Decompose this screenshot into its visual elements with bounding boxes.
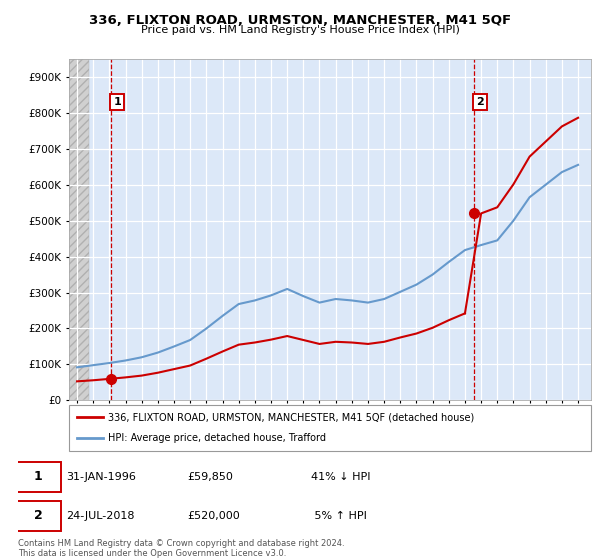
FancyBboxPatch shape [15, 462, 61, 492]
Text: 1: 1 [113, 97, 121, 107]
Text: 1: 1 [34, 470, 43, 483]
Text: Price paid vs. HM Land Registry's House Price Index (HPI): Price paid vs. HM Land Registry's House … [140, 25, 460, 35]
Text: Contains HM Land Registry data © Crown copyright and database right 2024.
This d: Contains HM Land Registry data © Crown c… [18, 539, 344, 558]
Text: £520,000: £520,000 [187, 511, 240, 521]
Text: £59,850: £59,850 [187, 472, 233, 482]
Text: 41% ↓ HPI: 41% ↓ HPI [311, 472, 371, 482]
Text: 2: 2 [476, 97, 484, 107]
Text: 336, FLIXTON ROAD, URMSTON, MANCHESTER, M41 5QF: 336, FLIXTON ROAD, URMSTON, MANCHESTER, … [89, 14, 511, 27]
Bar [69, 59, 89, 400]
Text: 5% ↑ HPI: 5% ↑ HPI [311, 511, 367, 521]
FancyBboxPatch shape [15, 501, 61, 531]
FancyBboxPatch shape [69, 405, 591, 451]
Text: 2: 2 [34, 510, 43, 522]
Text: 336, FLIXTON ROAD, URMSTON, MANCHESTER, M41 5QF (detached house): 336, FLIXTON ROAD, URMSTON, MANCHESTER, … [108, 412, 475, 422]
Text: HPI: Average price, detached house, Trafford: HPI: Average price, detached house, Traf… [108, 433, 326, 444]
Text: 31-JAN-1996: 31-JAN-1996 [66, 472, 136, 482]
Text: 24-JUL-2018: 24-JUL-2018 [66, 511, 134, 521]
